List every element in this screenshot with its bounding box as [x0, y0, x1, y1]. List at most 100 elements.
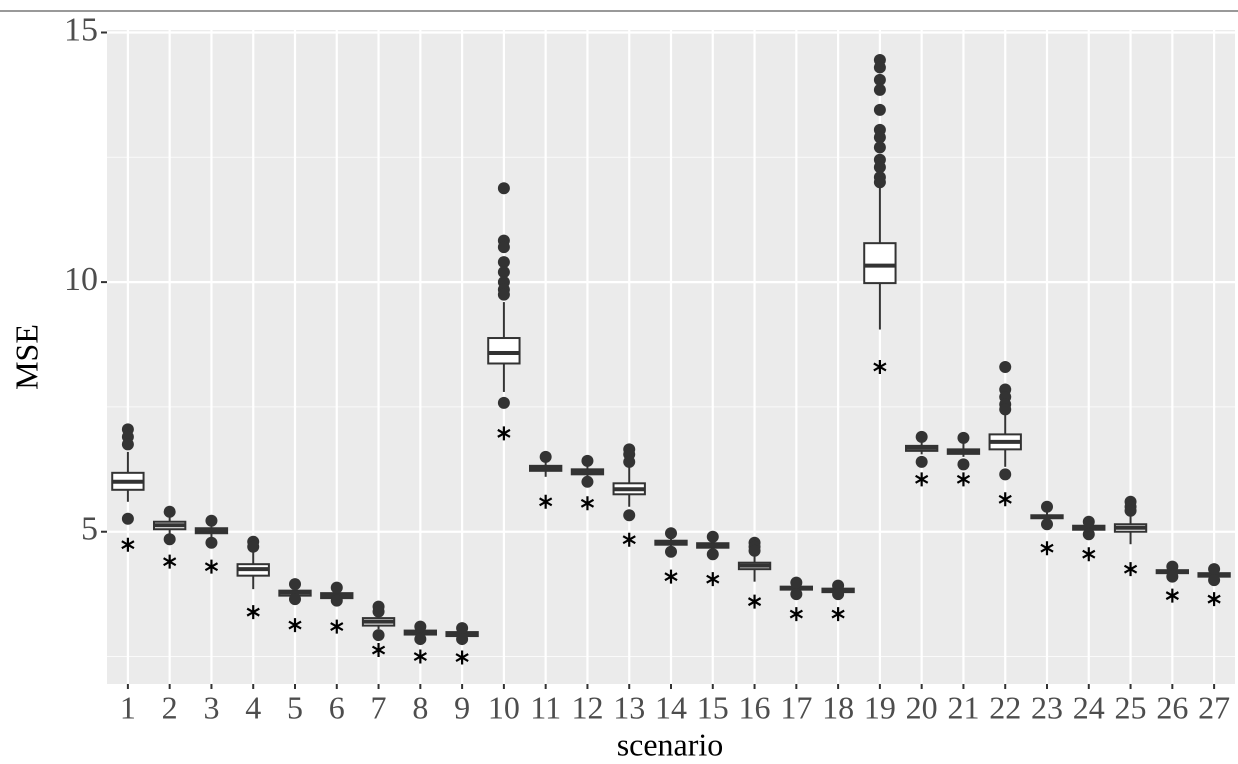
outlier [873, 61, 886, 74]
outlier [497, 182, 510, 195]
outlier [163, 505, 176, 518]
outlier [915, 430, 928, 443]
star [330, 619, 344, 634]
outlier [539, 450, 552, 463]
x-tick-label: 15 [697, 689, 729, 725]
x-tick-label: 11 [530, 689, 561, 725]
x-tick-label: 21 [947, 689, 979, 725]
y-tick-label: 5 [81, 511, 98, 548]
x-tick-label: 8 [412, 689, 428, 725]
outlier [1041, 500, 1053, 513]
star [1040, 541, 1054, 556]
x-tick-label: 26 [1156, 689, 1188, 725]
star [371, 643, 386, 658]
x-tick-label: 24 [1073, 689, 1105, 725]
star [288, 618, 302, 633]
outlier [1208, 563, 1221, 576]
outlier [873, 73, 886, 86]
x-tick-label: 12 [571, 689, 603, 725]
outlier [497, 396, 510, 409]
star [1123, 562, 1138, 577]
x-tick-label: 16 [739, 689, 771, 725]
outlier [247, 540, 260, 553]
star [246, 605, 260, 620]
x-tick-label: 23 [1031, 689, 1063, 725]
outlier [1166, 560, 1179, 573]
outlier [456, 633, 469, 646]
x-tick-label: 5 [287, 689, 303, 725]
outlier [873, 161, 886, 174]
outlier [1166, 570, 1179, 583]
x-tick-label: 2 [162, 689, 178, 725]
y-axis-label: MSE [8, 324, 44, 390]
x-tick-label: 10 [488, 689, 520, 725]
outlier [497, 288, 510, 301]
star [956, 472, 971, 487]
box [863, 242, 897, 285]
star [1082, 547, 1096, 562]
star [539, 494, 553, 509]
outlier [623, 455, 636, 468]
outlier [665, 527, 677, 540]
x-tick-label: 3 [203, 689, 219, 725]
star [413, 649, 427, 664]
x-tick-label: 14 [655, 689, 687, 725]
outlier [999, 403, 1012, 416]
y-tick-label: 10 [64, 261, 98, 298]
outlier [414, 620, 427, 633]
outlier [706, 530, 719, 543]
outlier [456, 622, 469, 635]
x-tick-label: 9 [454, 689, 470, 725]
outlier [873, 176, 886, 189]
outlier [790, 576, 803, 589]
outlier [497, 241, 510, 254]
x-tick-label: 13 [613, 689, 645, 725]
outlier [1082, 528, 1095, 541]
outlier [581, 454, 594, 467]
x-tick-label: 19 [864, 689, 896, 725]
outlier [957, 431, 970, 444]
star [204, 559, 219, 574]
star [455, 650, 469, 665]
outlier [330, 594, 343, 607]
star [873, 359, 887, 374]
star [622, 532, 636, 547]
outlier [1082, 515, 1095, 528]
x-tick-label: 6 [329, 689, 345, 725]
star [580, 496, 595, 511]
outlier [330, 581, 343, 594]
outlier [289, 593, 301, 606]
x-tick-label: 27 [1198, 689, 1230, 725]
outlier [289, 578, 301, 591]
star [1207, 592, 1221, 607]
outlier [623, 509, 636, 522]
outlier [414, 633, 427, 646]
y-tick-label: 15 [64, 11, 98, 48]
outlier [748, 544, 761, 557]
star [831, 607, 845, 622]
outlier [581, 475, 594, 488]
outlier [163, 533, 176, 546]
star [915, 472, 929, 487]
outlier [873, 131, 886, 144]
outlier [832, 588, 845, 601]
outlier [1041, 518, 1053, 531]
outlier [205, 514, 218, 527]
star [121, 537, 135, 552]
outlier [121, 512, 134, 525]
outlier [121, 438, 134, 451]
x-tick-label: 18 [822, 689, 854, 725]
x-tick-label: 25 [1115, 689, 1147, 725]
star [998, 492, 1012, 507]
outlier [873, 141, 886, 154]
outlier [790, 588, 803, 601]
outlier [1124, 504, 1137, 517]
outlier [915, 455, 928, 468]
x-tick-label: 7 [371, 689, 387, 725]
x-tick-label: 17 [780, 689, 812, 725]
star [789, 607, 803, 622]
outlier [706, 548, 719, 561]
outlier [497, 266, 510, 279]
outlier [873, 83, 886, 96]
